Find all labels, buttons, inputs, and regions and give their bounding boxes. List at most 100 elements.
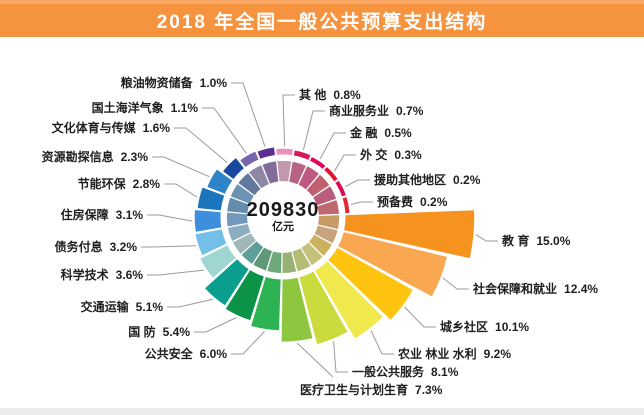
petal-16[interactable] [256,146,277,161]
petal-3[interactable] [313,259,385,340]
leader-line-11 [147,214,193,222]
ring-segment-13 [229,183,255,205]
leader-line-6 [231,331,265,355]
category-label-4: 一般公共服务 8.1% [352,363,458,381]
leader-line-4 [333,341,348,373]
petal-8[interactable] [203,257,250,307]
leader-line-10 [141,245,196,248]
category-percent: 0.5% [384,126,412,140]
category-percent: 10.1% [495,320,530,334]
ring-segment-2 [307,233,333,257]
ring-segment-9 [231,232,257,255]
ring-segment-12 [226,196,251,215]
category-label-19: 金 融 0.5% [350,124,412,142]
leader-line-15 [202,107,247,154]
category-label-10: 债务付息 3.2% [55,238,137,256]
category-percent: 0.2% [420,195,448,209]
footer-strip [0,408,644,415]
leader-line-1 [442,277,469,290]
ring-segment-14 [237,171,262,197]
petal-6[interactable] [249,275,282,332]
category-name: 外 交 [360,148,388,162]
petal-11[interactable] [193,209,223,233]
category-name: 资源勘探信息 [41,150,114,164]
leader-line-8 [167,298,214,308]
category-name: 国土海洋气象 [91,101,164,115]
leader-line-22 [350,201,373,205]
petal-12[interactable] [196,186,226,212]
category-name: 一般公共服务 [352,365,425,379]
petal-18[interactable] [292,149,312,162]
petal-7[interactable] [224,268,266,322]
category-percent: 7.3% [415,383,443,397]
ring-segment-7 [252,246,274,272]
category-name: 交通运输 [80,300,129,314]
petal-22[interactable] [341,195,351,215]
leader-line-14 [174,127,228,163]
petal-9[interactable] [199,244,238,280]
petal-5[interactable] [280,276,314,343]
ring-segment-21 [312,185,338,207]
category-label-11: 住房保障 3.1% [61,206,143,224]
category-name: 其 他 [299,88,327,102]
category-percent: 1.1% [170,101,198,115]
ring-segment-16 [261,160,280,185]
category-percent: 12.4% [564,282,599,296]
leader-line-16 [231,82,266,147]
ring-segment-22 [316,199,340,216]
category-name: 节能环保 [77,177,126,191]
category-label-8: 交通运输 5.1% [81,298,163,316]
petal-13[interactable] [206,168,234,196]
category-label-13: 资源勘探信息 2.3% [42,148,148,166]
category-name: 商业服务业 [329,104,390,118]
title-bar: 2018 年全国一般公共预算支出结构 [0,0,644,37]
leader-line-0 [475,234,498,242]
category-name: 国 防 [128,325,156,339]
leader-line-13 [152,156,210,178]
category-label-0: 教 育 15.0% [502,232,570,250]
petal-10[interactable] [194,228,228,257]
category-percent: 3.6% [115,268,143,282]
category-label-14: 文化体育与传媒 1.6% [52,119,170,137]
leader-line-3 [370,330,394,355]
ring-segment-4 [291,247,312,273]
petal-0[interactable] [342,209,476,260]
leader-line-2 [404,306,436,328]
category-label-6: 公共安全 6.0% [145,345,227,363]
petal-19[interactable] [308,155,327,171]
petal-17[interactable] [275,147,294,157]
category-label-20: 外 交 0.3% [360,146,422,164]
leader-line-18 [302,110,325,151]
page-title: 2018 年全国一般公共预算支出结构 [156,12,488,33]
leader-line-17 [282,94,295,147]
petal-4[interactable] [298,270,349,346]
category-name: 医疗卫生与计划生育 [300,383,409,397]
petal-21[interactable] [334,179,348,198]
category-label-16: 粮油物资储备 1.0% [121,74,227,92]
petal-1[interactable] [336,230,449,298]
ring-segment-18 [288,160,307,186]
category-label-22: 预备费 0.2% [377,193,447,211]
petal-2[interactable] [326,246,415,322]
leader-line-7 [194,317,237,333]
category-name: 援助其他地区 [374,173,447,187]
category-name: 预备费 [377,195,414,209]
category-percent: 15.0% [536,234,571,248]
category-label-12: 节能环保 2.8% [78,175,160,193]
ring-segment-3 [300,241,324,267]
category-label-17: 其 他 0.8% [299,86,361,104]
category-label-2: 城乡社区 10.1% [440,318,529,336]
category-name: 住房保障 [60,208,109,222]
ring-segment-10 [227,223,252,243]
petal-15[interactable] [238,150,260,169]
ring-segment-20 [305,173,331,198]
petal-14[interactable] [221,156,246,181]
category-percent: 3.1% [115,208,143,222]
petal-20[interactable] [322,165,339,183]
category-percent: 5.4% [162,325,190,339]
category-name: 债务付息 [54,240,103,254]
leader-line-20 [334,154,356,172]
ring-segment-0 [317,214,340,230]
